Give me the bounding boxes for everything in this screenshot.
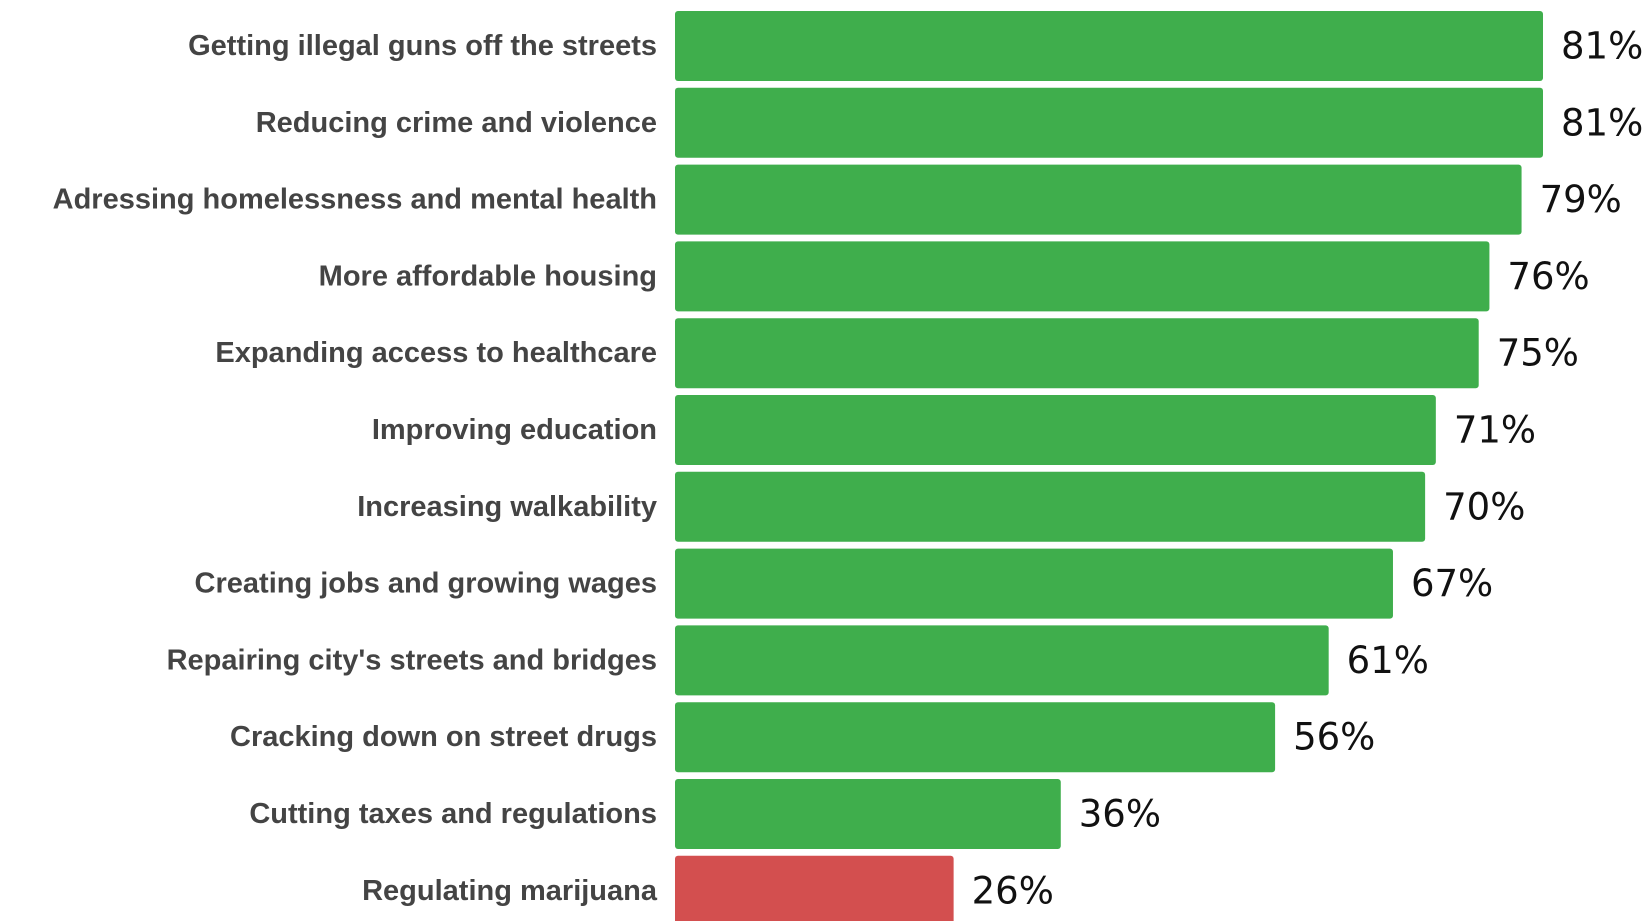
category-label: More affordable housing [319,260,657,292]
category-label: Reducing crime and violence [256,107,657,139]
bar [675,164,1522,235]
category-label: Increasing walkability [357,491,657,523]
category-label: Getting illegal guns off the streets [188,30,657,62]
category-label: Expanding access to healthcare [215,337,657,369]
value-labels-group: 81% 81% 79% 76% 75% 71% 70% 67% 61% 56% 36% 26% [972,25,1642,913]
value-label: 70% [1443,485,1525,528]
value-label: 36% [1079,793,1161,836]
bar [675,11,1543,81]
value-label: 76% [1507,255,1589,298]
value-label: 75% [1497,332,1579,375]
value-label: 79% [1540,178,1622,221]
bar [675,625,1329,696]
bars-group [675,11,1543,921]
bar [675,241,1490,312]
category-label: Creating jobs and growing wages [195,568,657,600]
value-label: 81% [1561,25,1642,68]
value-label: 61% [1347,639,1429,682]
value-label: 26% [972,869,1054,912]
bar [675,855,954,921]
bar [675,779,1061,849]
bar [675,471,1426,542]
category-label: Improving education [372,414,657,446]
category-label: Regulating marijuana [362,875,658,907]
value-label: 67% [1411,562,1493,605]
value-label: 56% [1293,716,1375,759]
bar [675,318,1479,389]
category-label: Cutting taxes and regulations [249,798,657,830]
category-label: Cracking down on street drugs [230,721,657,753]
bar [675,702,1276,773]
value-label: 71% [1454,409,1536,452]
bar [675,87,1543,158]
category-labels-group: Getting illegal guns off the streets Redu… [53,30,658,907]
bar [675,395,1436,465]
value-label: 81% [1561,101,1642,144]
category-label: Adressing homelessness and mental health [53,184,657,216]
bar [675,548,1393,619]
category-label: Repairing city's streets and bridges [167,644,657,676]
